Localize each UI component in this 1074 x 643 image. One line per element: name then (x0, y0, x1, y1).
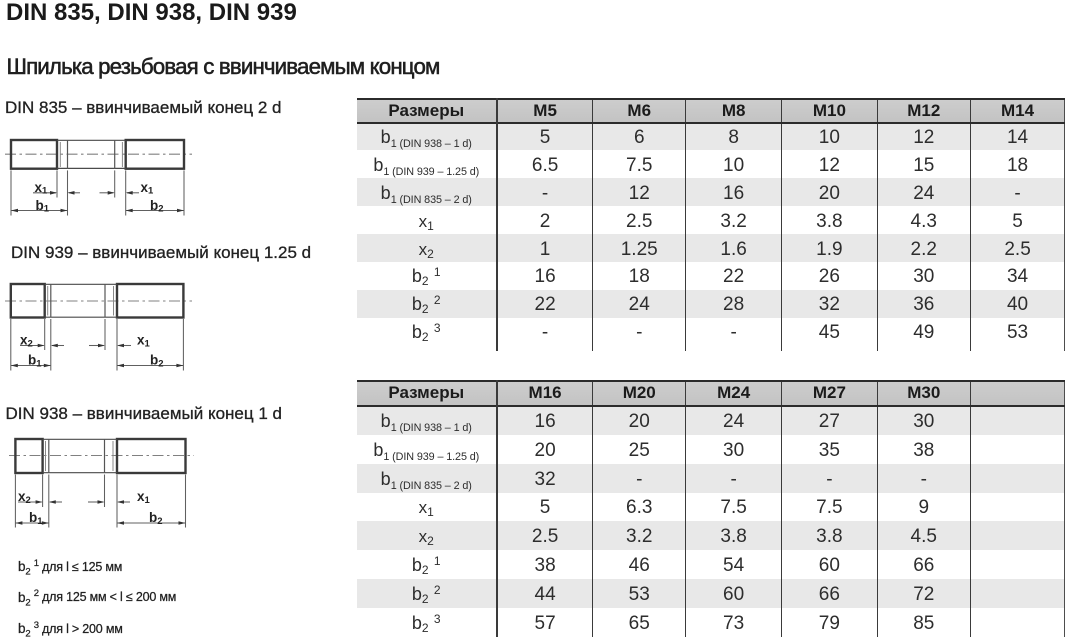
svg-text:x2: x2 (20, 333, 33, 350)
svg-text:x1: x1 (35, 180, 49, 197)
svg-text:b2: b2 (150, 198, 164, 215)
svg-text:b2: b2 (150, 353, 164, 370)
svg-text:x1: x1 (141, 180, 155, 197)
svg-text:b1: b1 (29, 510, 43, 527)
svg-text:b1: b1 (28, 353, 42, 370)
svg-text:x1: x1 (137, 489, 151, 506)
svg-text:x1: x1 (137, 333, 151, 350)
svg-text:x2: x2 (18, 489, 31, 506)
svg-text:b1: b1 (36, 198, 50, 215)
svg-text:b2: b2 (149, 510, 163, 527)
